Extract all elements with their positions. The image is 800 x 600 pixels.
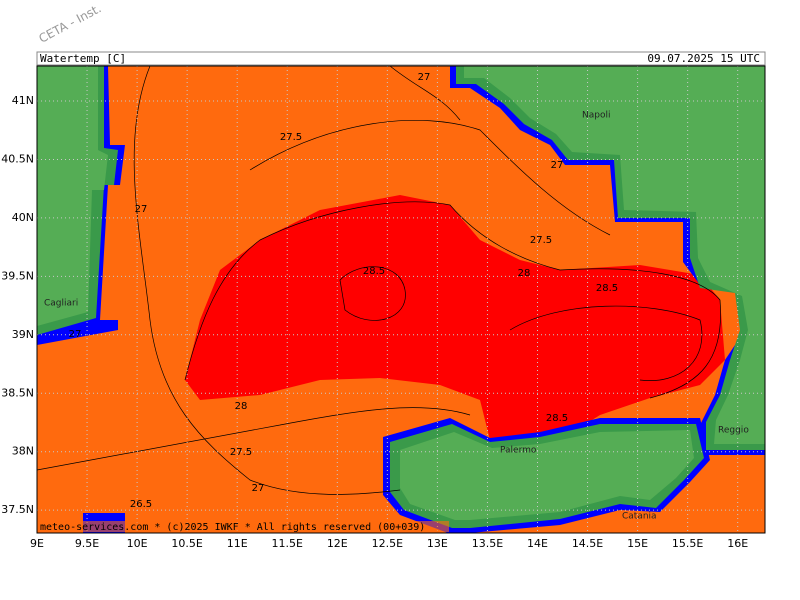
contours — [36, 65, 721, 495]
lat-label: 41N — [12, 94, 34, 107]
graticule — [36, 66, 765, 533]
contour-line — [184, 201, 721, 399]
contour-line — [389, 65, 461, 121]
lat-label: 39N — [12, 328, 34, 341]
contour-label: 28 — [518, 268, 531, 279]
lon-label: 10E — [127, 537, 148, 550]
lon-label: 15.5E — [672, 537, 703, 550]
contour-label: 27 — [418, 72, 431, 83]
contour-label: 27.5 — [280, 132, 302, 143]
contour-line — [249, 119, 611, 236]
lat-label: 39.5N — [1, 269, 34, 282]
contour-label: 28.5 — [596, 283, 618, 294]
contour-label: 27.5 — [530, 235, 552, 246]
contour-label: 26.5 — [130, 499, 152, 510]
contour-label: 28.5 — [363, 266, 385, 277]
watermark: CETA - Inst. — [36, 1, 103, 45]
lon-label: 13.5E — [472, 537, 503, 550]
contour-line — [36, 407, 471, 471]
lon-label: 9.5E — [75, 537, 99, 550]
lon-label: 16E — [727, 537, 748, 550]
contour-label: 28 — [235, 401, 248, 412]
frame — [36, 65, 766, 534]
lon-label: 9E — [30, 537, 44, 550]
warm-region — [185, 195, 725, 440]
lon-label: 11.5E — [272, 537, 303, 550]
map-title: Watertemp [C] — [40, 52, 126, 65]
place-label: Cagliari — [44, 299, 78, 309]
lon-label: 12.5E — [372, 537, 403, 550]
contour-label: 27.5 — [230, 447, 252, 458]
lon-label: 10.5E — [171, 537, 202, 550]
header-bar — [36, 51, 766, 66]
contour-label: 27 — [551, 160, 564, 171]
footer: meteo-services.com * (c)2025 IWKF * All … — [40, 522, 425, 533]
contour-label: 27 — [135, 204, 148, 215]
contour-label: 27 — [69, 329, 82, 340]
contour-label: 28.5 — [546, 413, 568, 424]
footer-bg — [37, 521, 449, 532]
lon-label: 14.5E — [572, 537, 603, 550]
contour-line — [509, 305, 703, 381]
lat-label: 38N — [12, 445, 34, 458]
map-time: 09.07.2025 15 UTC — [647, 52, 760, 65]
lat-label: 37.5N — [1, 503, 34, 516]
place-label: Palermo — [500, 446, 537, 456]
place-label: Reggio — [718, 426, 749, 436]
lon-label: 13E — [427, 537, 448, 550]
lat-label: 38.5N — [1, 386, 34, 399]
land — [37, 66, 765, 520]
plot-area: 27 27.5 27 27 27.5 28.5 28 28.5 27 28 28.5 27.5 27 26… — [36, 65, 765, 533]
place-label: Catania — [622, 512, 657, 522]
lat-label: 40N — [12, 211, 34, 224]
contour-label: 27 — [252, 483, 265, 494]
lon-label: 12E — [327, 537, 348, 550]
contour-line — [339, 266, 406, 321]
lon-label: 15E — [627, 537, 648, 550]
place-label: Napoli — [582, 111, 610, 121]
contour-line — [133, 65, 401, 495]
lon-label: 11E — [227, 537, 248, 550]
lat-label: 40.5N — [1, 152, 34, 165]
labels: 27 27.5 27 27 27.5 28.5 28 28.5 27 28 28.5 27.5 27 26… — [44, 72, 749, 522]
lon-label: 14E — [527, 537, 548, 550]
